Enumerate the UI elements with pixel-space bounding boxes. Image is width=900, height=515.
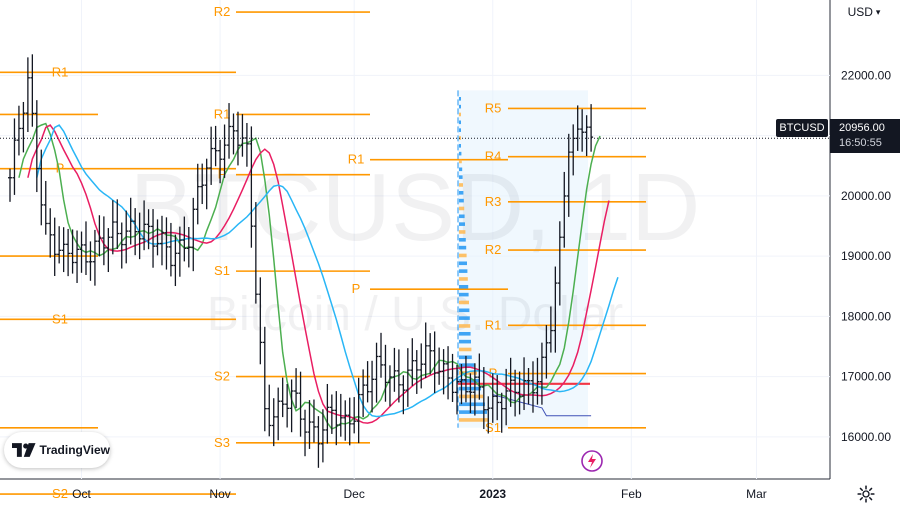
vp-bar xyxy=(459,175,463,179)
vp-bar xyxy=(459,347,472,352)
pivot-label: S2 xyxy=(52,486,68,501)
x-tick-label: Mar xyxy=(746,487,767,501)
vp-bar xyxy=(459,167,463,172)
x-tick-label: Dec xyxy=(344,487,365,501)
event-marker[interactable] xyxy=(580,449,604,473)
pivot-label: R1 xyxy=(348,152,365,167)
vp-bar xyxy=(459,128,461,132)
chevron-down-icon: ▾ xyxy=(875,6,881,17)
vp-bar xyxy=(459,222,465,226)
gear-icon xyxy=(857,485,875,503)
ma-line xyxy=(27,124,610,424)
settings-button[interactable] xyxy=(854,482,878,506)
y-tick-label: 22000.00 xyxy=(841,68,891,82)
vp-bar xyxy=(459,316,470,320)
last-price-value: 20956.00 xyxy=(839,122,885,134)
vp-bar xyxy=(459,308,470,313)
y-tick-label: 17000.00 xyxy=(841,370,891,384)
x-tick-label: Oct xyxy=(72,487,91,501)
symbol-tag: BTCUSD xyxy=(776,119,828,137)
watermark: BTCUSD, 1D Bitcoin / U.S. Dollar xyxy=(130,154,701,341)
pivot-label: R3 xyxy=(485,194,502,209)
vp-bar xyxy=(459,378,479,383)
pivot-label: R2 xyxy=(214,4,231,19)
vp-bar xyxy=(459,159,462,164)
candles xyxy=(8,54,594,468)
pivot-label: R2 xyxy=(485,242,502,257)
vp-bar xyxy=(459,261,467,266)
last-price-tag: 20956.00 16:50:55 xyxy=(830,119,900,153)
symbol-tag-label: BTCUSD xyxy=(779,122,825,134)
vp-bar xyxy=(459,339,471,344)
ma-line xyxy=(36,124,619,418)
pivot-label: S1 xyxy=(485,420,501,435)
pivot-label: R1 xyxy=(52,64,69,79)
lightning-icon xyxy=(581,450,603,472)
x-tick-label: Feb xyxy=(621,487,642,501)
vp-bar xyxy=(459,331,471,336)
vp-bar xyxy=(459,183,463,187)
pivot-label: S3 xyxy=(214,435,230,450)
vp-bar xyxy=(459,300,469,305)
vp-bar xyxy=(459,324,471,328)
vp-bar xyxy=(459,198,464,203)
vp-bar xyxy=(459,402,485,407)
vp-bar xyxy=(459,245,467,250)
y-tick-label: 19000.00 xyxy=(841,249,891,263)
pivot-label: R1 xyxy=(485,317,502,332)
bar-countdown: 16:50:55 xyxy=(839,137,882,149)
pivot-label: P xyxy=(56,161,65,176)
vp-bar xyxy=(459,237,466,242)
vp-bar xyxy=(459,120,461,125)
vp-bar xyxy=(459,112,461,117)
vp-bar xyxy=(459,292,469,297)
tradingview-logo-icon xyxy=(12,443,36,457)
y-tick-label: 16000.00 xyxy=(841,430,891,444)
pivot-label: S1 xyxy=(52,311,68,326)
tradingview-logo-text: TradingView xyxy=(39,443,110,457)
vp-bar xyxy=(459,253,467,258)
vp-bar xyxy=(459,151,462,156)
watermark-description: Bitcoin / U.S. Dollar xyxy=(207,288,623,341)
pivot-label: R5 xyxy=(485,100,502,115)
currency-label: USD xyxy=(847,5,873,19)
vp-bar xyxy=(459,144,461,148)
vp-bar xyxy=(459,104,461,109)
tradingview-logo[interactable]: TradingView xyxy=(4,432,110,468)
vp-bar xyxy=(459,97,461,101)
vp-bar xyxy=(459,206,465,211)
vp-bar xyxy=(459,371,477,375)
pivot-label: P xyxy=(218,167,227,182)
pivot-label: R4 xyxy=(485,149,502,164)
currency-selector[interactable]: USD ▾ xyxy=(836,2,892,22)
x-tick-label: Nov xyxy=(209,487,230,501)
vp-bar xyxy=(459,277,468,281)
y-tick-label: 20000.00 xyxy=(841,189,891,203)
vp-bar xyxy=(459,230,466,234)
vp-bar xyxy=(459,363,475,367)
vp-bar xyxy=(459,410,487,414)
vp-bar xyxy=(459,284,469,289)
pivot-label: R1 xyxy=(214,106,231,121)
vp-bar xyxy=(459,269,468,273)
vp-bar xyxy=(459,190,464,195)
pivot-label: P xyxy=(352,281,361,296)
pivot-label: S2 xyxy=(214,369,230,384)
step-line xyxy=(492,394,592,417)
y-tick-label: 18000.00 xyxy=(841,309,891,323)
vp-bar xyxy=(459,214,465,219)
pivot-label: S1 xyxy=(214,263,230,278)
vp-bar xyxy=(459,418,489,422)
time-axis[interactable]: Oct Nov Dec 2023 Feb Mar xyxy=(72,487,767,501)
x-tick-label: 2023 xyxy=(479,487,506,501)
